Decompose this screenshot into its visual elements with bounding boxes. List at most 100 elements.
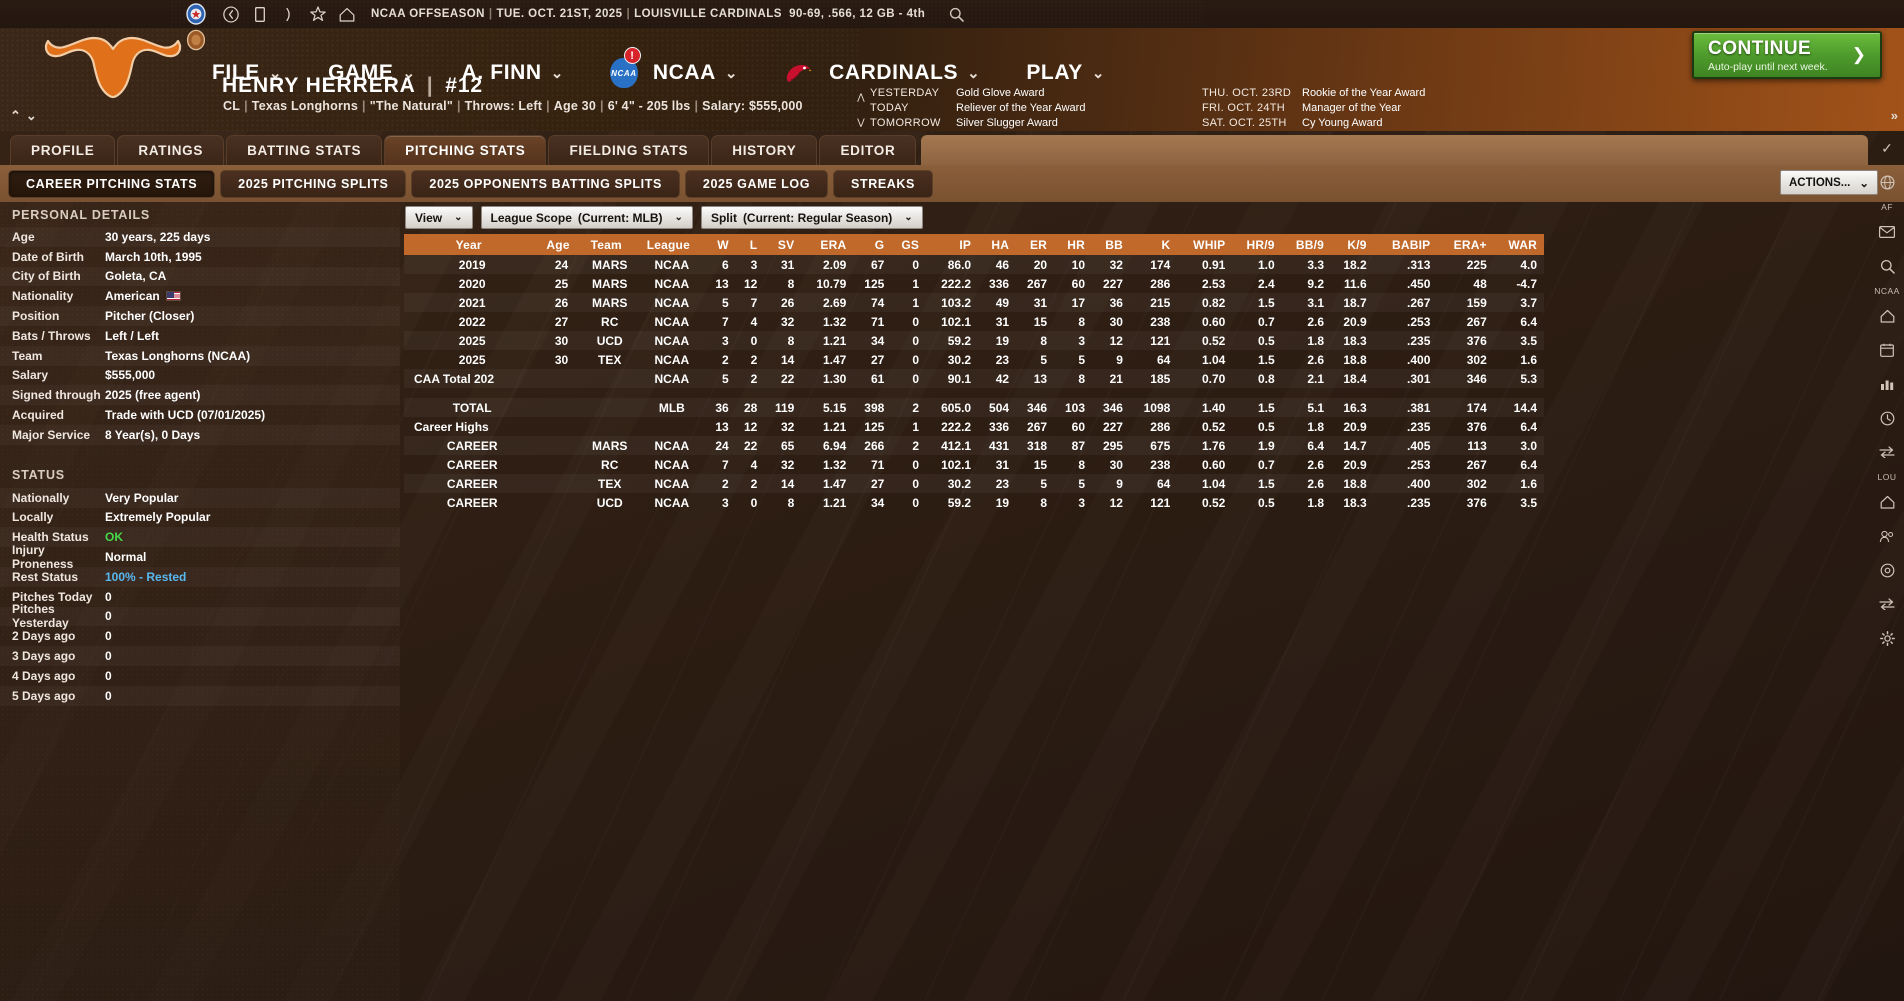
table-summary-row[interactable]: CAREER RC NCAA 7 4 32 1.32 71 0 102.1 31 15 8 30 238 0.… [404,455,1544,474]
cell-ha: 19 [995,333,1010,348]
column-header-ip[interactable]: IP [926,234,979,255]
tab-fielding-stats[interactable]: FIELDING STATS [548,135,710,165]
tab-editor[interactable]: EDITOR [819,135,917,165]
clock-icon[interactable] [1870,401,1904,435]
people-icon[interactable] [1870,519,1904,553]
continue-button[interactable]: CONTINUE Auto-play until next week. ❯ [1692,31,1882,79]
table-row[interactable]: 2019 24 MARS NCAA 6 3 31 2.09 67 0 86.0 46 20 10 32 174… [404,255,1544,274]
prev-icon[interactable] [223,5,239,23]
gear-icon[interactable] [1870,621,1904,655]
column-header-g[interactable]: G [853,234,892,255]
menu-user[interactable]: A. FINN ⌄ [462,61,564,85]
home-icon[interactable] [339,5,355,23]
column-header-war[interactable]: WAR [1493,234,1544,255]
column-header-gs[interactable]: GS [891,234,927,255]
awards-scroll-arrows[interactable]: ⋀ ⋁ [852,86,870,131]
column-header-k-9[interactable]: K/9 [1331,234,1374,255]
chart-icon[interactable] [1870,367,1904,401]
table-row[interactable]: 2021 26 MARS NCAA 5 7 26 2.69 74 1 103.2 49 31 17 36 21… [404,293,1544,312]
left-sidebar: PERSONAL DETAILS Age 30 years, 225 days Da… [0,202,400,1001]
globe-icon[interactable] [1870,165,1904,199]
column-header-team[interactable]: Team [582,234,637,255]
next-icon[interactable] [281,5,297,23]
calendar-icon[interactable] [1870,333,1904,367]
table-summary-row[interactable]: CAREER TEX NCAA 2 2 14 1.47 27 0 30.2 23 5 5 9 64 1.04 1… [404,474,1544,493]
cell-l: 2 [750,476,758,491]
split-dropdown[interactable]: Split (Current: Regular Season) ⌄ [700,206,923,229]
expand-right-icon[interactable]: » [1890,108,1898,123]
mail-icon[interactable] [1870,215,1904,249]
column-header-w[interactable]: W [707,234,736,255]
rail-label-lou[interactable]: LOU [1877,472,1897,482]
search-icon[interactable] [949,7,965,22]
column-header-hr[interactable]: HR [1054,234,1093,255]
rail-label-ncaa[interactable]: NCAA [1874,286,1900,296]
column-header-bb[interactable]: BB [1092,234,1130,255]
swap-icon[interactable] [1870,587,1904,621]
column-header-l[interactable]: L [735,234,765,255]
tab-profile[interactable]: PROFILE [10,135,116,165]
column-header-sv[interactable]: SV [764,234,802,255]
status-value: Extremely Popular [105,510,211,525]
collapse-toggle[interactable]: ⌃⌄ [10,108,42,123]
table-row[interactable]: 2025 30 TEX NCAA 2 2 14 1.47 27 0 30.2 23 5 5 9 64 1.04 1… [404,350,1544,369]
home2-icon[interactable] [1870,485,1904,519]
tab-pitching-stats[interactable]: PITCHING STATS [384,135,547,165]
menu-game[interactable]: GAME ⌄ [328,61,416,85]
table-row[interactable]: 2022 27 RC NCAA 7 4 32 1.32 71 0 102.1 31 15 8 30 238 0.… [404,312,1544,331]
column-header-bb-9[interactable]: BB/9 [1281,234,1332,255]
target-icon[interactable] [1870,553,1904,587]
column-header-babip[interactable]: BABIP [1373,234,1438,255]
award-date: FRI. OCT. 24TH [1202,102,1286,114]
league-scope-dropdown[interactable]: League Scope (Current: MLB) ⌄ [480,206,693,229]
table-summary-row[interactable]: TOTAL MLB 36 28 119 5.15 398 2 605.0 504 346 103 346… [404,398,1544,417]
secondary-tabs: CAREER PITCHING STATS 2025 PITCHING SPLI… [0,165,1904,202]
table-row[interactable]: 2025 30 UCD NCAA 3 0 8 1.21 34 0 59.2 19 8 3 12 121 0.52… [404,331,1544,350]
menu-play-label: PLAY [1026,61,1083,84]
column-header-age[interactable]: Age [540,234,583,255]
cell-war: 3.5 [1520,495,1537,510]
tab-batting-stats[interactable]: BATTING STATS [226,135,383,165]
column-header-league[interactable]: League [636,234,708,255]
awards-up-arrow-icon[interactable]: ⋀ [857,91,865,102]
column-header-ha[interactable]: HA [978,234,1017,255]
column-header-k[interactable]: K [1129,234,1178,255]
table-summary-row[interactable]: CAREER UCD NCAA 3 0 8 1.21 34 0 59.2 19 8 3 12 121 0.52… [404,493,1544,512]
menu-file[interactable]: FILE ⌄ [212,61,282,85]
check-icon[interactable]: ✓ [1881,139,1893,156]
page-icon[interactable] [252,5,268,23]
column-header-year[interactable]: Year [404,234,541,255]
subtab-2025-opponents-batting-splits[interactable]: 2025 OPPONENTS BATTING SPLITS [411,169,680,198]
subtab-career-pitching-stats[interactable]: CAREER PITCHING STATS [8,169,216,198]
home-icon[interactable] [1870,299,1904,333]
column-header-era-[interactable]: ERA+ [1437,234,1494,255]
table-summary-row[interactable]: CAREER MARS NCAA 24 22 65 6.94 266 2 412.1 431 318 8… [404,436,1544,455]
menu-play[interactable]: PLAY ⌄ [1026,61,1105,85]
rail-label-af[interactable]: AF [1881,202,1893,212]
awards-down-arrow-icon[interactable]: ⋁ [857,116,865,127]
subtab-2025-pitching-splits[interactable]: 2025 PITCHING SPLITS [220,169,407,198]
alert-badge[interactable]: ! [623,47,641,64]
transfer-icon[interactable] [1870,435,1904,469]
menu-team[interactable]: CARDINALS ⌄ [784,59,980,87]
cell-hr-9: 1.9 [1257,438,1275,453]
star-icon[interactable] [310,5,326,23]
column-header-hr-9[interactable]: HR/9 [1232,234,1282,255]
actions-button[interactable]: ACTIONS... ⌄ [1780,170,1878,195]
menu-league[interactable]: NCAA NCAA ⌄ ! [609,47,738,88]
cell-ha: 23 [995,476,1010,491]
subtab-2025-game-log[interactable]: 2025 GAME LOG [684,169,829,198]
column-header-era[interactable]: ERA [801,234,854,255]
award-medal-bronze-icon[interactable] [185,27,207,51]
tab-history[interactable]: HISTORY [711,135,818,165]
table-summary-row[interactable]: Career Highs 13 12 32 1.21 125 1 222.2 336 267 60 2… [404,417,1544,436]
table-row[interactable]: CAA Total 202 NCAA 5 2 22 1.30 61 0 90.1 42 13 8 21 1… [404,369,1544,388]
table-row[interactable]: 2020 25 MARS NCAA 13 12 8 10.79 125 1 222.2 336 267 6… [404,274,1544,293]
search-icon[interactable] [1870,249,1904,283]
column-header-er[interactable]: ER [1016,234,1055,255]
view-dropdown[interactable]: View ⌄ [405,206,473,229]
tab-ratings[interactable]: RATINGS [117,135,225,165]
award-medal-blue-icon[interactable] [185,2,207,26]
column-header-whip[interactable]: WHIP [1177,234,1233,255]
subtab-streaks[interactable]: STREAKS [833,169,933,198]
